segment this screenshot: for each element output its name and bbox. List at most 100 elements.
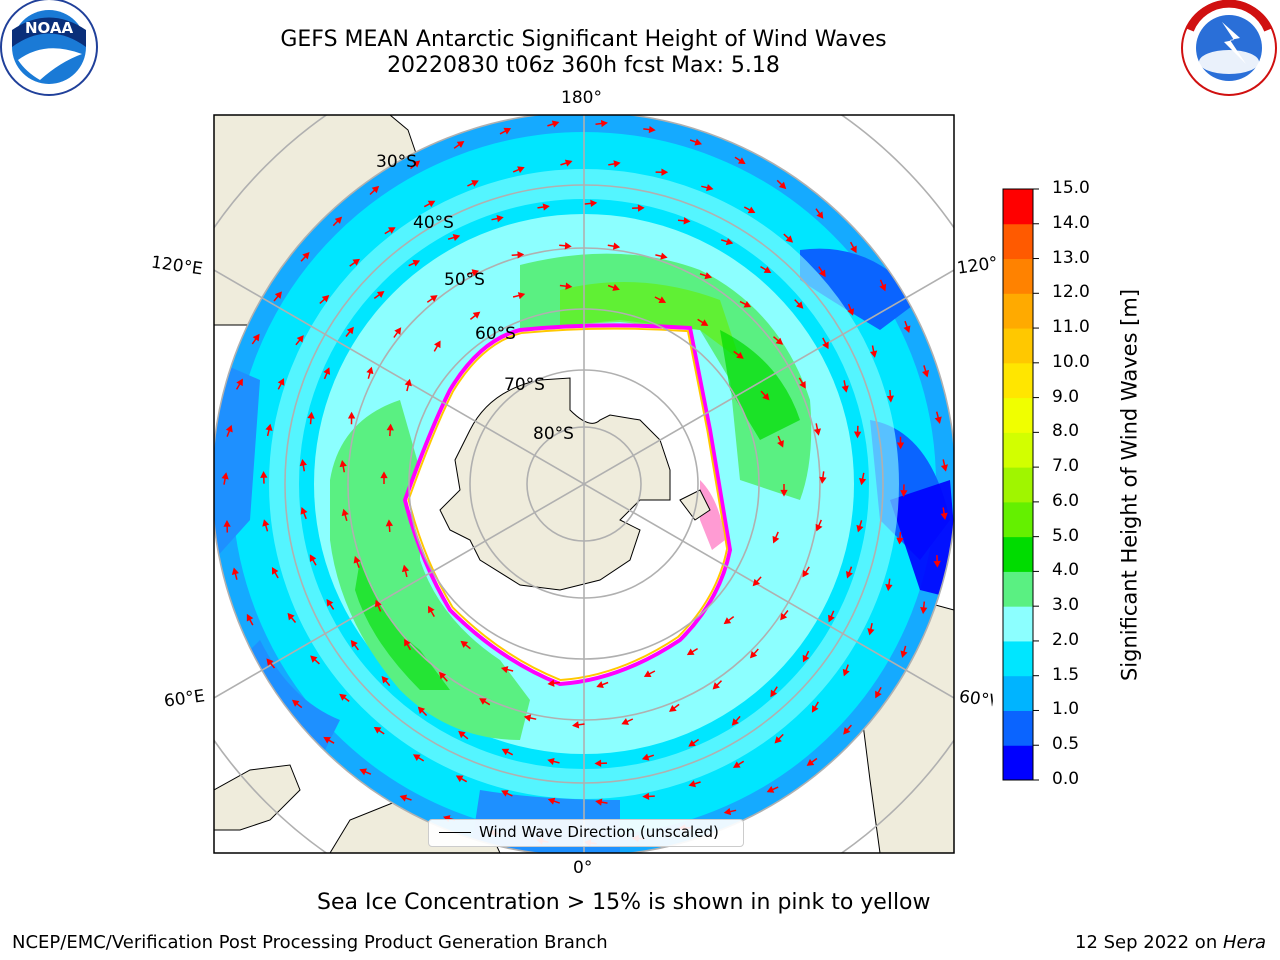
colorbar-segment: [1003, 397, 1033, 433]
wind-arrow-head: [903, 325, 911, 333]
wind-arrow-head: [600, 119, 608, 128]
wind-arrow-head: [225, 424, 233, 433]
wind-arrow-head: [517, 251, 525, 259]
wind-arrow-head: [399, 794, 408, 802]
wind-arrow-head: [551, 120, 560, 128]
wind-arrow-head: [669, 705, 677, 712]
colorbar-label: Significant Height of Wind Waves [m]: [1117, 288, 1142, 682]
colorbar-tick-label: 13.0: [1052, 247, 1090, 268]
wind-arrow-head: [743, 300, 752, 308]
wind-arrow-head: [500, 666, 509, 674]
wind-arrow-head: [456, 140, 465, 148]
wind-arrow-head: [637, 204, 645, 212]
wind-arrow-head: [799, 380, 806, 389]
wind-arrow-head: [621, 718, 630, 725]
colorbar-segment: [1003, 710, 1033, 746]
wind-arrow-head: [641, 753, 650, 761]
wind-arrow-head: [933, 560, 941, 568]
wind-arrow-head: [458, 730, 466, 739]
colorbar-tick-label: 3.0: [1052, 595, 1080, 616]
wind-arrow-head: [323, 367, 331, 375]
wind-arrow-head: [725, 238, 734, 246]
wind-arrow-head: [265, 423, 273, 432]
colorbar-segment: [1003, 293, 1033, 329]
colorbar-segment: [1003, 606, 1033, 642]
wind-arrow-head: [572, 721, 580, 729]
wind-arrow-head: [307, 411, 315, 419]
wind-arrow-head: [353, 555, 361, 564]
wind-arrow-head: [296, 335, 304, 343]
map-legend: Wind Wave Direction (unscaled): [428, 819, 744, 847]
colorbar-segment: [1003, 501, 1033, 538]
wind-arrow-head: [381, 675, 389, 684]
wind-arrow-head: [501, 748, 510, 756]
wind-arrow-head: [778, 181, 787, 190]
map-title: GEFS MEAN Antarctic Significant Height o…: [280, 27, 887, 52]
colorbar: [1002, 188, 1039, 781]
wind-arrow-head: [841, 385, 849, 393]
wind-arrow-head: [802, 654, 810, 663]
lat-label-70s: 70°S: [504, 375, 545, 395]
wind-arrow-head: [471, 180, 479, 187]
wind-arrow-head: [828, 614, 835, 623]
wind-arrow-head: [643, 670, 652, 677]
wind-arrow-head: [428, 605, 435, 614]
wind-arrow-head: [780, 489, 788, 497]
wind-arrow-head: [796, 301, 804, 309]
wind-arrow-head: [547, 757, 555, 766]
wind-arrow-head: [287, 612, 295, 621]
svg-text:NOAA: NOAA: [25, 19, 74, 37]
wind-arrow-head: [401, 564, 410, 573]
wind-arrow-head: [896, 442, 905, 450]
wind-arrow-head: [341, 508, 349, 517]
wind-arrow-head: [359, 768, 367, 776]
wind-arrow-head: [517, 292, 526, 300]
colorbar-segment: [1003, 328, 1033, 364]
wind-arrow-head: [648, 125, 656, 134]
wind-arrow-head: [772, 535, 780, 544]
wind-arrow-head: [352, 258, 360, 266]
graticule: [214, 115, 954, 853]
wind-arrow-head: [427, 200, 436, 208]
wind-arrow-head: [374, 599, 382, 608]
colorbar-tick-label: 0.5: [1052, 734, 1080, 755]
colorbar-segment: [1003, 432, 1033, 468]
wind-arrow-head: [770, 689, 778, 698]
lat-label-40s: 40°S: [413, 213, 454, 233]
wind-arrow-head: [564, 242, 572, 250]
wind-arrow-head: [350, 639, 358, 648]
wind-arrow-head: [850, 245, 857, 254]
wind-arrow-head: [262, 519, 270, 527]
legend-line-swatch: [439, 832, 471, 833]
wind-arrow-head: [900, 650, 908, 658]
wind-arrows: [221, 119, 948, 847]
lat-label-50s: 50°S: [444, 270, 485, 290]
wind-arrow-head: [885, 583, 893, 592]
wind-arrow-head: [736, 351, 744, 359]
wind-arrow-head: [700, 319, 709, 326]
colorbar-tick-label: 2.0: [1052, 629, 1080, 650]
wind-arrow-head: [309, 554, 317, 562]
colorbar-segment: [1003, 640, 1033, 677]
wind-arrow-head: [595, 798, 603, 806]
wind-arrow-head: [260, 471, 268, 478]
lat-label-80s: 80°S: [533, 424, 574, 444]
wind-arrow-head: [749, 651, 758, 659]
colorbar-tick-label: 7.0: [1052, 456, 1080, 477]
noaa-logo: NOAA: [0, 0, 98, 96]
wind-arrow-head: [412, 754, 421, 761]
wind-arrow-head: [660, 252, 668, 260]
wind-arrow-head: [385, 519, 394, 527]
wind-arrow-head: [688, 780, 696, 788]
wind-arrow-head: [766, 786, 775, 793]
wind-arrow-head: [806, 759, 815, 766]
wind-arrow-head: [686, 648, 695, 656]
wind-arrow-head: [845, 570, 853, 579]
wind-arrow-head: [867, 628, 875, 636]
wind-arrow-head: [323, 736, 331, 744]
wind-arrow-head: [596, 681, 604, 689]
wind-arrow-head: [613, 160, 621, 168]
wind-arrow-head: [310, 655, 318, 663]
wind-arrow-head: [564, 159, 573, 167]
